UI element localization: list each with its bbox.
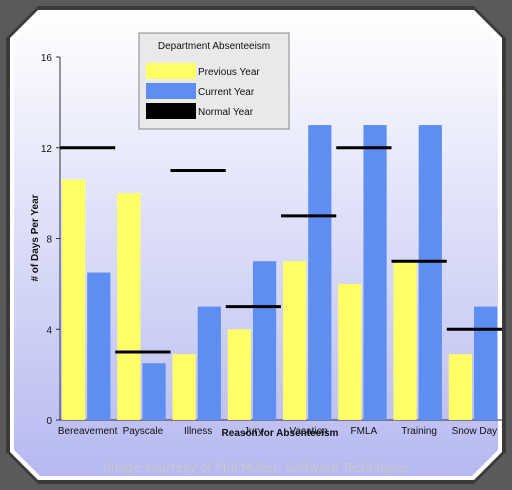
bar-current-year <box>418 125 442 420</box>
bar-previous-year <box>393 261 417 420</box>
y-tick-label: 12 <box>41 144 53 155</box>
x-tick-label: Jury <box>244 426 263 437</box>
x-tick-label: Illness <box>184 426 212 437</box>
legend-title: Department Absenteeism <box>158 41 270 52</box>
image-credit: Image courtesy of Phil Muller, Software … <box>103 461 409 475</box>
y-tick-label: 8 <box>46 235 52 246</box>
bar-current-year <box>473 306 498 420</box>
x-tick-label: Vacation <box>290 426 328 437</box>
legend-swatch-normal-year <box>146 103 196 119</box>
legend-swatch-previous-year <box>146 63 196 79</box>
bar-previous-year <box>283 261 307 420</box>
y-axis-title: # of Days Per Year <box>30 194 41 281</box>
legend-label-current-year: Current Year <box>198 87 255 98</box>
bar-previous-year <box>62 179 86 420</box>
bar-previous-year <box>117 193 141 420</box>
bar-current-year <box>363 125 387 420</box>
bar-current-year <box>308 125 332 420</box>
x-tick-label: Snow Day <box>452 426 498 437</box>
x-tick-label: Payscale <box>123 426 164 437</box>
x-tick-label: FMLA <box>351 426 378 437</box>
legend-label-previous-year: Previous Year <box>198 67 260 78</box>
bar-previous-year <box>227 329 251 420</box>
y-tick-label: 16 <box>41 53 53 64</box>
y-tick-label: 0 <box>46 416 52 427</box>
legend-swatch-current-year <box>146 83 196 99</box>
bar-previous-year <box>338 283 362 420</box>
bar-current-year <box>87 272 111 420</box>
x-tick-label: Bereavement <box>58 426 118 437</box>
bar-previous-year <box>172 354 196 420</box>
bar-previous-year <box>448 354 472 420</box>
x-tick-label: Training <box>401 426 437 437</box>
bar-current-year <box>252 261 277 420</box>
y-tick-label: 4 <box>46 325 52 336</box>
legend-label-normal-year: Normal Year <box>198 107 254 118</box>
legend: Department Absenteeism Previous Year Cur… <box>138 32 290 130</box>
x-axis-title: Reason for Absenteeism <box>222 428 339 439</box>
bar-current-year <box>197 306 221 420</box>
bar-current-year <box>142 363 166 420</box>
